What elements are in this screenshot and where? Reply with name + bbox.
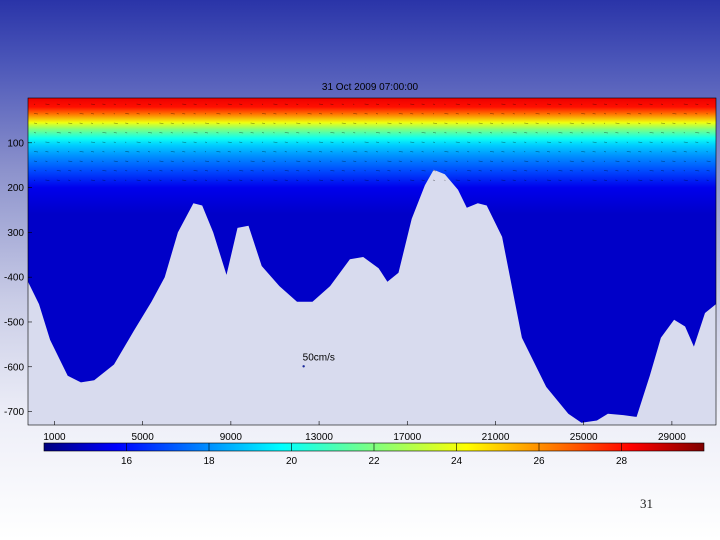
plot-frame <box>27 97 717 426</box>
x-tick-label: 5000 <box>132 432 155 443</box>
y-tick-label: -700 <box>4 407 24 418</box>
y-tick-label: 100 <box>7 138 24 149</box>
colorbar-tick-label: 28 <box>616 456 628 467</box>
plot-area <box>27 97 717 426</box>
y-axis: 100 200 300 -400 -500 -600 -700 <box>4 138 32 418</box>
colorbar: 16 18 20 22 24 26 28 <box>43 442 705 467</box>
x-tick-label: 17000 <box>393 432 421 443</box>
y-tick-label: 200 <box>7 183 24 194</box>
scale-arrow-marker <box>302 365 305 368</box>
y-tick-label: -500 <box>4 317 24 328</box>
slide-number: 31 <box>640 496 653 511</box>
x-tick-label: 1000 <box>43 432 66 443</box>
colorbar-tick-label: 24 <box>451 456 463 467</box>
y-tick-label: -400 <box>4 273 24 284</box>
colorbar-tick-label: 18 <box>203 456 215 467</box>
scale-annotation: 50cm/s <box>303 352 335 363</box>
colorbar-tick-label: 26 <box>533 456 545 467</box>
colorbar-ticks: 16 18 20 22 24 26 28 <box>121 443 628 467</box>
x-tick-label: 13000 <box>305 432 333 443</box>
colorbar-tick-label: 16 <box>121 456 133 467</box>
colorbar-tick-label: 20 <box>286 456 298 467</box>
chart-title: 31 Oct 2009 07:00:00 <box>322 82 419 93</box>
x-axis: 1000 5000 9000 13000 17000 21000 25000 29000 <box>43 421 686 443</box>
colorbar-tick-label: 22 <box>368 456 380 467</box>
temperature-field <box>28 98 716 423</box>
x-tick-label: 9000 <box>220 432 243 443</box>
annotations: 50cm/s <box>302 352 335 368</box>
current-vectors <box>33 103 711 181</box>
x-tick-label: 21000 <box>482 432 510 443</box>
y-tick-label: 300 <box>7 228 24 239</box>
x-tick-label: 25000 <box>570 432 598 443</box>
x-tick-label: 29000 <box>658 432 686 443</box>
y-tick-label: -600 <box>4 362 24 373</box>
